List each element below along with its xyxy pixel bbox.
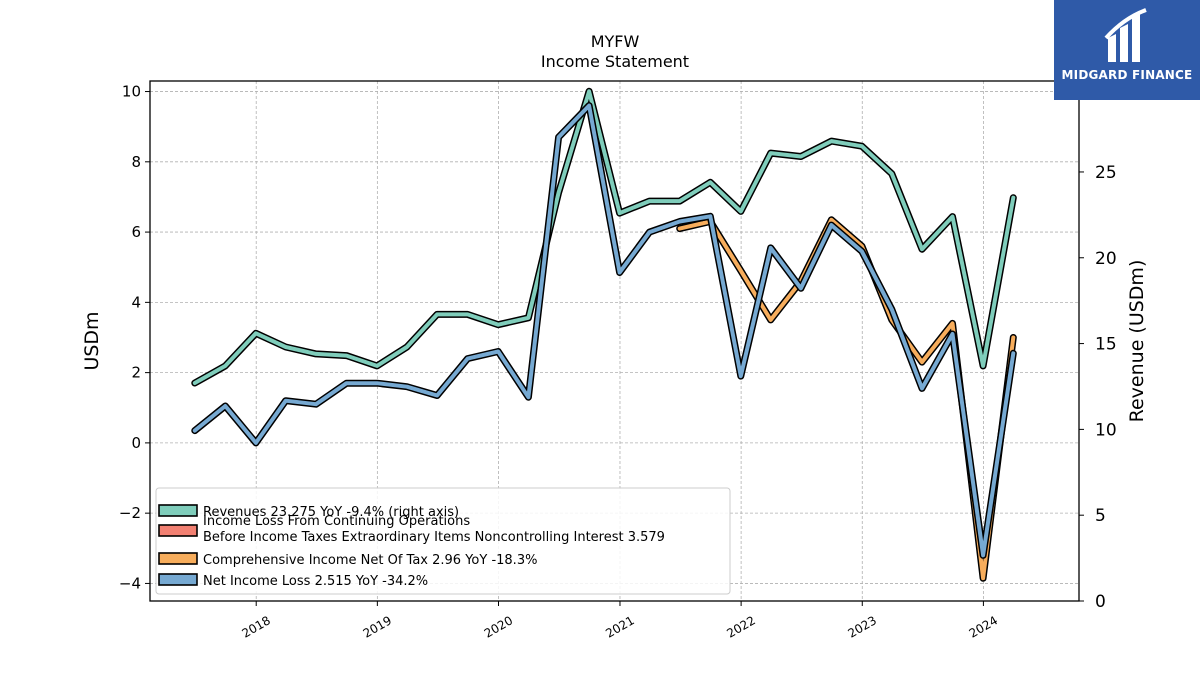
net-income-loss-line (192, 103, 1016, 558)
logo-wordmark: MIDGARD FINANCE (1061, 68, 1193, 82)
left-tick-label: 10 (122, 83, 141, 101)
right-tick-label: 10 (1095, 420, 1117, 440)
legend-swatch-net-income-loss (158, 573, 198, 586)
right-tick-label: 0 (1095, 592, 1106, 612)
legend: Revenues 23.275 YoY -9.4% (right axis)In… (155, 487, 731, 595)
left-tick-label: 6 (131, 223, 141, 241)
left-tick-label: −2 (119, 504, 141, 522)
left-axis-label: USDm (81, 311, 103, 370)
right-tick-label: 15 (1095, 335, 1117, 355)
legend-swatch-income-loss-from-continuing-operations (158, 524, 198, 537)
brand-logo: MIDGARD FINANCE (1054, 0, 1200, 100)
x-tick-label: 2022 (724, 613, 757, 640)
revenues-line (192, 89, 1016, 385)
right-tick-label: 25 (1095, 163, 1117, 183)
midgard-logo-icon (1104, 8, 1147, 62)
x-tick-label: 2021 (603, 613, 636, 640)
left-tick-label: 2 (131, 364, 141, 382)
chart-title: MYFW (591, 32, 640, 51)
grid (150, 81, 1079, 601)
left-axis: −4 −2 0 2 4 6 8 10 (119, 83, 150, 592)
left-tick-label: 0 (131, 434, 141, 452)
left-tick-label: 4 (131, 293, 141, 311)
left-tick-label: −4 (119, 574, 141, 592)
series-layer (191, 87, 1017, 582)
x-axis: 2018 2019 2020 2021 2022 2023 2024 (239, 601, 1000, 641)
chart-subtitle: Income Statement (541, 52, 689, 71)
right-tick-label: 20 (1095, 249, 1117, 269)
legend-label-net-income-loss: Net Income Loss 2.515 YoY -34.2% (203, 574, 428, 589)
legend-label-revenues: Revenues 23.275 YoY -9.4% (right axis) (203, 505, 459, 520)
left-tick-label: 8 (131, 153, 141, 171)
x-tick-label: 2020 (482, 613, 515, 640)
x-tick-label: 2024 (967, 613, 1000, 640)
right-tick-label: 5 (1095, 506, 1106, 526)
x-tick-label: 2018 (239, 613, 272, 640)
legend-label-income-loss-from-continuing-operations: Income Loss From Continuing Operations Be… (203, 514, 665, 545)
legend-label-comprehensive-income-net-of-tax: Comprehensive Income Net Of Tax 2.96 YoY… (203, 553, 537, 568)
legend-box (155, 487, 731, 595)
x-tick-label: 2019 (361, 613, 394, 640)
x-tick-label: 2023 (846, 613, 879, 640)
revenues-outline (191, 87, 1017, 387)
legend-swatch-comprehensive-income-net-of-tax (158, 552, 198, 565)
plot-frame (149, 80, 1080, 602)
right-axis: 0 5 10 15 20 25 (1079, 163, 1117, 612)
legend-swatch-revenues (158, 504, 198, 517)
right-axis-label: Revenue (USDm) (1126, 260, 1148, 423)
